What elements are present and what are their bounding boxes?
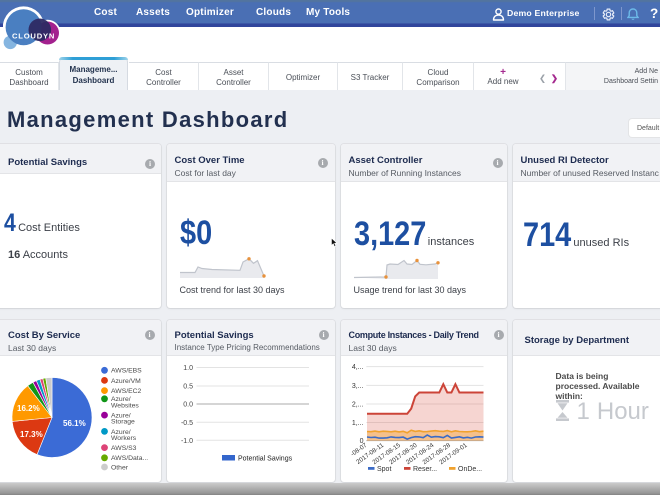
svg-text:Spot: Spot: [377, 466, 391, 473]
svg-text:-0.5: -0.5: [180, 420, 192, 427]
svg-text:1.0: 1.0: [183, 365, 193, 372]
svg-text:Azure/VM: Azure/VM: [111, 378, 141, 385]
svg-text:Websites: Websites: [111, 402, 139, 409]
svg-text:Other: Other: [111, 464, 129, 471]
svg-text:AWS/S3: AWS/S3: [111, 445, 137, 452]
svg-text:Storage: Storage: [111, 419, 135, 426]
svg-text:Azure/: Azure/: [111, 396, 131, 403]
svg-text:0: 0: [359, 438, 363, 445]
svg-text:AWS/EBS: AWS/EBS: [111, 368, 142, 375]
svg-text:AWS/EC2: AWS/EC2: [111, 388, 142, 395]
svg-text:56.1%: 56.1%: [63, 419, 86, 428]
svg-text:Potential Savings: Potential Savings: [238, 456, 293, 463]
svg-text:-1.0: -1.0: [180, 438, 192, 445]
svg-text:1,...: 1,...: [351, 420, 363, 427]
svg-text:16.2%: 16.2%: [17, 404, 40, 413]
svg-text:Azure/: Azure/: [111, 413, 131, 420]
svg-text:3,...: 3,...: [351, 383, 363, 390]
svg-text:0.0: 0.0: [183, 402, 193, 409]
svg-text:OnDe...: OnDe...: [458, 466, 482, 473]
svg-text:2,...: 2,...: [351, 402, 363, 409]
svg-text:Reser...: Reser...: [413, 466, 437, 473]
svg-text:4,...: 4,...: [351, 364, 363, 371]
svg-text:Workers: Workers: [111, 435, 137, 442]
svg-text:CLOUDYN: CLOUDYN: [12, 31, 55, 40]
svg-text:Azure/: Azure/: [111, 429, 131, 436]
svg-text:0.5: 0.5: [183, 384, 193, 391]
svg-text:17.3%: 17.3%: [20, 430, 43, 439]
svg-text:AWS/Data...: AWS/Data...: [111, 455, 148, 462]
